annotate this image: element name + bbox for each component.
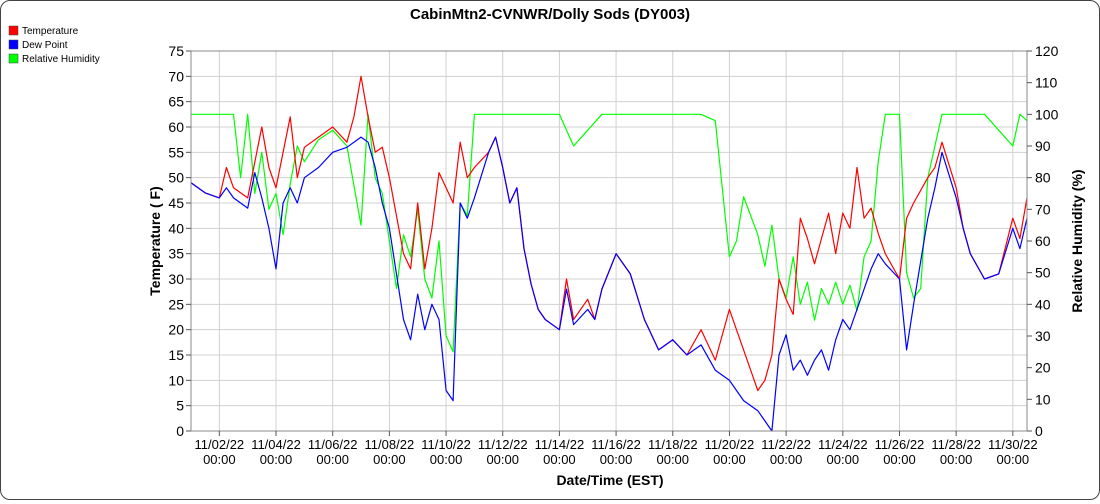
y-tick-label: 70 — [168, 68, 184, 84]
x-tick-label-time: 00:00 — [543, 452, 576, 467]
chart-title: CabinMtn2-CVNWR/Dolly Sods (DY003) — [410, 6, 690, 23]
x-tick-label-time: 00:00 — [600, 452, 633, 467]
y2-tick-label: 90 — [1035, 138, 1051, 154]
y-tick-label: 75 — [168, 43, 184, 59]
y2-tick-label: 40 — [1035, 296, 1051, 312]
x-tick-label-time: 00:00 — [430, 452, 463, 467]
y-tick-label: 15 — [168, 347, 184, 363]
x-tick-label-date: 11/12/22 — [478, 437, 528, 452]
y2-tick-label: 60 — [1035, 233, 1051, 249]
x-tick-label-time: 00:00 — [997, 452, 1030, 467]
y2-tick-label: 110 — [1035, 75, 1058, 91]
legend-label: Temperature — [22, 26, 79, 37]
x-tick-label-date: 11/30/22 — [988, 437, 1038, 452]
y-tick-label: 40 — [168, 220, 184, 236]
legend-swatch — [8, 53, 19, 64]
x-tick-label-date: 11/10/22 — [421, 437, 471, 452]
y2-tick-label: 50 — [1035, 265, 1051, 281]
y-axis-label: Temperature ( F) — [147, 186, 163, 295]
x-tick-label-date: 11/02/22 — [195, 437, 245, 452]
y2-tick-label: 70 — [1035, 201, 1051, 217]
x-tick-label-date: 11/14/22 — [535, 437, 585, 452]
y-tick-label: 65 — [168, 94, 184, 110]
y2-tick-label: 10 — [1035, 391, 1051, 407]
y-tick-label: 55 — [168, 144, 184, 160]
x-tick-label-time: 00:00 — [713, 452, 746, 467]
y-tick-label: 0 — [176, 423, 184, 439]
y2-tick-label: 0 — [1035, 423, 1043, 439]
series-line-relative-humidity — [191, 113, 1027, 353]
x-tick-label-date: 11/26/22 — [875, 437, 925, 452]
y-axis-ticks: 0 5 10 15 20 25 30 35 40 45 50 55 60 65 70 75 — [168, 43, 191, 439]
x-tick-label-time: 00:00 — [203, 452, 236, 467]
x-axis-ticks: 11/02/2200:0011/04/2200:0011/06/2200:001… — [195, 431, 1038, 467]
plot-area-border — [190, 50, 1028, 432]
x-tick-label-date: 11/18/22 — [648, 437, 698, 452]
y-tick-label: 45 — [168, 195, 184, 211]
legend-swatch — [8, 39, 19, 50]
x-tick-label-time: 00:00 — [486, 452, 519, 467]
x-tick-label-date: 11/22/22 — [761, 437, 811, 452]
x-tick-label-date: 11/28/22 — [931, 437, 981, 452]
y-tick-label: 10 — [168, 372, 184, 388]
grid — [191, 50, 1027, 432]
legend-swatch — [8, 25, 19, 36]
y2-tick-label: 20 — [1035, 360, 1051, 376]
x-tick-label-date: 11/20/22 — [705, 437, 755, 452]
x-tick-label-date: 11/06/22 — [308, 437, 358, 452]
y-tick-label: 35 — [168, 246, 184, 262]
y-tick-label: 25 — [168, 296, 184, 312]
x-axis-label: Date/Time (EST) — [556, 472, 663, 488]
x-tick-label-time: 00:00 — [827, 452, 860, 467]
legend-label: Dew Point — [22, 40, 68, 51]
x-tick-label-time: 00:00 — [373, 452, 406, 467]
y2-axis-label: Relative Humidity (%) — [1069, 169, 1085, 312]
x-tick-label-time: 00:00 — [260, 452, 293, 467]
x-tick-label-date: 11/16/22 — [591, 437, 641, 452]
y-tick-label: 50 — [168, 170, 184, 186]
y2-tick-label: 120 — [1035, 43, 1059, 59]
legend: Temperature Dew Point Relative Humidity — [8, 25, 100, 65]
y2-tick-label: 30 — [1035, 328, 1051, 344]
x-tick-label-time: 00:00 — [770, 452, 803, 467]
y2-axis-ticks: 0 10 20 30 40 50 60 70 80 90 100 110 120 — [1027, 43, 1059, 439]
x-tick-label-date: 11/24/22 — [818, 437, 868, 452]
y2-tick-label: 80 — [1035, 170, 1051, 186]
x-tick-label-time: 00:00 — [940, 452, 973, 467]
x-tick-label-date: 11/04/22 — [251, 437, 301, 452]
legend-label: Relative Humidity — [22, 54, 100, 65]
y-tick-label: 5 — [176, 398, 184, 414]
y-tick-label: 20 — [168, 322, 184, 338]
y-tick-label: 60 — [168, 119, 184, 135]
x-tick-label-time: 00:00 — [656, 452, 689, 467]
x-tick-label-date: 11/08/22 — [365, 437, 415, 452]
series-layer — [191, 75, 1027, 431]
y-tick-label: 30 — [168, 271, 184, 287]
x-tick-label-time: 00:00 — [883, 452, 916, 467]
y2-tick-label: 100 — [1035, 106, 1059, 122]
x-tick-label-time: 00:00 — [316, 452, 349, 467]
series-line-dew-point — [191, 136, 1027, 431]
